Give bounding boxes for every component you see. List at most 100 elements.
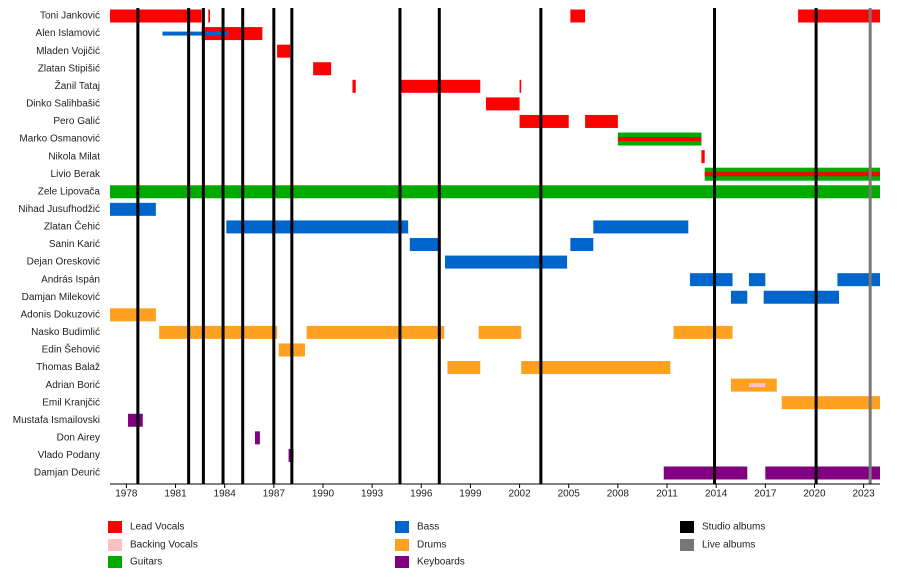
period-bar bbox=[409, 238, 440, 251]
legend-swatch bbox=[680, 539, 694, 551]
member-label: Mladen Vojičić bbox=[36, 46, 100, 57]
member-label: Don Airey bbox=[57, 432, 100, 443]
member-label: Pero Galić bbox=[53, 116, 100, 127]
member-label: Zlatan Čehić bbox=[44, 220, 100, 233]
member-label: Thomas Balaž bbox=[36, 362, 100, 373]
legend-swatch bbox=[395, 556, 409, 568]
legend-swatch bbox=[108, 539, 122, 551]
legend-label: Guitars bbox=[130, 557, 162, 568]
member-label: Livio Berak bbox=[51, 169, 101, 180]
period-bar bbox=[748, 383, 766, 388]
period-bar bbox=[306, 325, 445, 339]
x-tick-label: 1996 bbox=[410, 489, 433, 500]
legend-swatch bbox=[395, 539, 409, 551]
x-tick-label: 1993 bbox=[361, 489, 384, 500]
member-label: Nasko Budimlić bbox=[31, 327, 100, 338]
period-bar bbox=[519, 114, 569, 128]
period-bar bbox=[208, 9, 210, 23]
period-bar bbox=[617, 137, 702, 142]
x-tick-label: 2017 bbox=[754, 489, 777, 500]
member-label: Zlatan Stipišić bbox=[38, 63, 100, 74]
legend-label: Studio albums bbox=[702, 522, 765, 533]
period-bar bbox=[159, 325, 278, 339]
period-bar bbox=[593, 220, 689, 234]
member-label: Nihad Jusufhodžić bbox=[18, 204, 100, 215]
legend-label: Backing Vocals bbox=[130, 540, 198, 551]
period-bar bbox=[704, 172, 880, 177]
period-bar bbox=[447, 361, 481, 375]
period-bar bbox=[110, 185, 880, 199]
x-tick-label: 2005 bbox=[558, 489, 581, 500]
member-label: Vlado Podany bbox=[38, 450, 100, 461]
legend-swatch bbox=[108, 521, 122, 533]
period-bar bbox=[110, 308, 156, 322]
member-label: Zele Lipovača bbox=[38, 186, 101, 197]
x-tick-label: 2014 bbox=[705, 489, 728, 500]
period-bar bbox=[781, 396, 880, 410]
x-tick-label: 1981 bbox=[164, 489, 187, 500]
period-bar bbox=[110, 202, 156, 216]
legend-swatch bbox=[395, 521, 409, 533]
legend-label: Lead Vocals bbox=[130, 522, 185, 533]
x-tick-label: 1990 bbox=[312, 489, 335, 500]
member-label: Dejan Oresković bbox=[27, 257, 100, 268]
period-bar bbox=[162, 31, 228, 36]
period-bar bbox=[128, 413, 143, 427]
period-bar bbox=[226, 220, 409, 234]
period-bar bbox=[254, 431, 260, 445]
period-bar bbox=[110, 9, 202, 23]
legend-swatch bbox=[680, 521, 694, 533]
period-bar bbox=[663, 466, 748, 480]
period-bar bbox=[485, 97, 520, 111]
x-tick-label: 2020 bbox=[803, 489, 826, 500]
x-tick-label: 1999 bbox=[459, 489, 482, 500]
period-bar bbox=[673, 325, 733, 339]
member-label: Nikola Milat bbox=[48, 151, 100, 162]
member-label: Damjan Deurić bbox=[34, 468, 100, 479]
member-label: Edin Šehović bbox=[42, 343, 100, 356]
legend-label: Bass bbox=[417, 522, 439, 533]
member-label: Damjan Mileković bbox=[22, 292, 100, 303]
member-label: Emil Kranjčić bbox=[42, 397, 100, 408]
member-label: Žanil Tataj bbox=[55, 79, 100, 92]
x-tick-label: 1984 bbox=[214, 489, 237, 500]
member-label: Adonis Dokuzović bbox=[21, 309, 100, 320]
x-tick-label: 2023 bbox=[852, 489, 875, 500]
period-bar bbox=[352, 79, 356, 93]
period-bar bbox=[445, 255, 568, 269]
period-bar bbox=[837, 273, 880, 287]
period-bar bbox=[730, 290, 748, 304]
period-bar bbox=[585, 114, 618, 128]
period-bar bbox=[570, 238, 594, 251]
period-bar bbox=[277, 44, 291, 58]
legend-label: Drums bbox=[417, 540, 446, 551]
period-bar bbox=[313, 62, 332, 76]
period-bar bbox=[748, 273, 766, 287]
period-bar bbox=[521, 361, 671, 375]
member-label: Marko Osmanović bbox=[19, 134, 100, 145]
x-tick-label: 2008 bbox=[607, 489, 630, 500]
period-bar bbox=[201, 27, 263, 41]
member-label: Dinko Salihbašić bbox=[26, 99, 100, 110]
period-bar bbox=[570, 9, 586, 23]
period-bar bbox=[689, 273, 733, 287]
legend-swatch bbox=[108, 556, 122, 568]
period-bar bbox=[701, 150, 705, 164]
member-label: Sanin Karić bbox=[49, 239, 100, 250]
x-tick-label: 2002 bbox=[508, 489, 531, 500]
period-bar bbox=[798, 9, 880, 23]
period-bar bbox=[765, 466, 880, 480]
member-label: Toni Janković bbox=[40, 11, 100, 22]
member-label: Alen Islamović bbox=[36, 28, 100, 39]
member-label: András Ispán bbox=[41, 274, 100, 285]
x-tick-label: 1978 bbox=[115, 489, 138, 500]
period-bar bbox=[478, 325, 522, 339]
legend-label: Live albums bbox=[702, 540, 755, 551]
period-bar bbox=[763, 290, 840, 304]
member-label: Mustafa Ismailovski bbox=[13, 415, 100, 426]
member-label: Adrian Borić bbox=[46, 380, 100, 391]
legend-label: Keyboards bbox=[417, 557, 465, 568]
x-tick-label: 2011 bbox=[656, 489, 678, 500]
x-tick-label: 1987 bbox=[263, 489, 286, 500]
